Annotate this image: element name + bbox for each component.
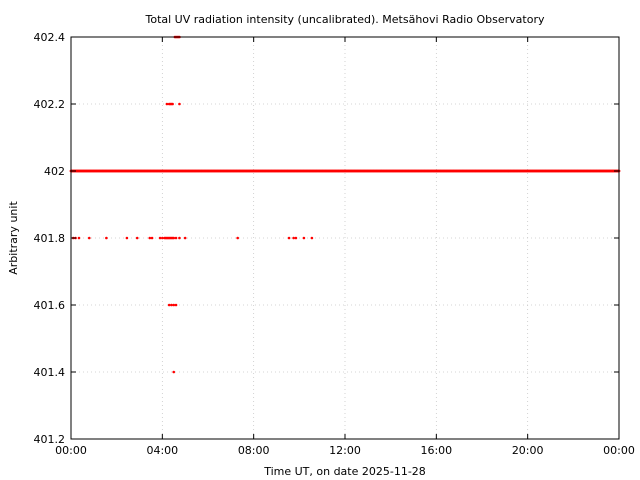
data-point bbox=[174, 236, 178, 240]
data-point bbox=[172, 370, 176, 374]
data-point bbox=[165, 102, 169, 106]
data-point bbox=[178, 236, 181, 240]
data-point bbox=[170, 303, 173, 307]
y-tick-label: 402 bbox=[44, 165, 65, 178]
axis-ticks: 401.2 401.4 401.6 401.8 402 402.2 402.4 00:00 04… bbox=[34, 31, 635, 457]
x-tick-label: 12:00 bbox=[329, 444, 361, 457]
data-point bbox=[174, 303, 178, 307]
data-point bbox=[105, 236, 108, 240]
y-tick-label: 402.2 bbox=[34, 98, 66, 111]
data-point bbox=[171, 102, 174, 106]
x-tick-label: 20:00 bbox=[512, 444, 544, 457]
data-point bbox=[150, 236, 154, 240]
y-tick-label: 402.4 bbox=[34, 31, 66, 44]
y-tick-label: 401.2 bbox=[34, 433, 66, 446]
x-tick-label: 16:00 bbox=[420, 444, 452, 457]
x-tick-label: 00:00 bbox=[603, 444, 635, 457]
x-tick-label: 08:00 bbox=[238, 444, 270, 457]
y-tick-label: 401.6 bbox=[34, 299, 66, 312]
x-axis-label: Time UT, on date 2025-11-28 bbox=[263, 465, 426, 478]
data-point bbox=[294, 236, 298, 240]
data-point bbox=[287, 236, 291, 240]
chart-title: Total UV radiation intensity (uncalibrat… bbox=[145, 13, 545, 26]
data-point bbox=[310, 236, 314, 240]
data-point bbox=[172, 236, 176, 240]
x-tick-label: 00:00 bbox=[55, 444, 87, 457]
data-point bbox=[183, 236, 187, 240]
data-point bbox=[236, 236, 239, 240]
x-tick-label: 04:00 bbox=[146, 444, 178, 457]
data-point bbox=[167, 303, 171, 307]
data-point bbox=[292, 236, 295, 240]
data-point bbox=[125, 236, 129, 240]
data-point bbox=[87, 236, 91, 240]
data-point bbox=[178, 102, 181, 106]
data-point bbox=[158, 236, 162, 240]
data-point bbox=[135, 236, 139, 240]
data-point bbox=[302, 236, 306, 240]
data-point bbox=[148, 236, 152, 240]
data-point bbox=[161, 236, 164, 240]
y-axis-label: Arbitrary unit bbox=[7, 201, 20, 275]
y-tick-label: 401.8 bbox=[34, 232, 66, 245]
data-point bbox=[77, 236, 81, 240]
data-points bbox=[69, 35, 621, 374]
data-point bbox=[172, 303, 176, 307]
y-tick-label: 401.4 bbox=[34, 366, 66, 379]
